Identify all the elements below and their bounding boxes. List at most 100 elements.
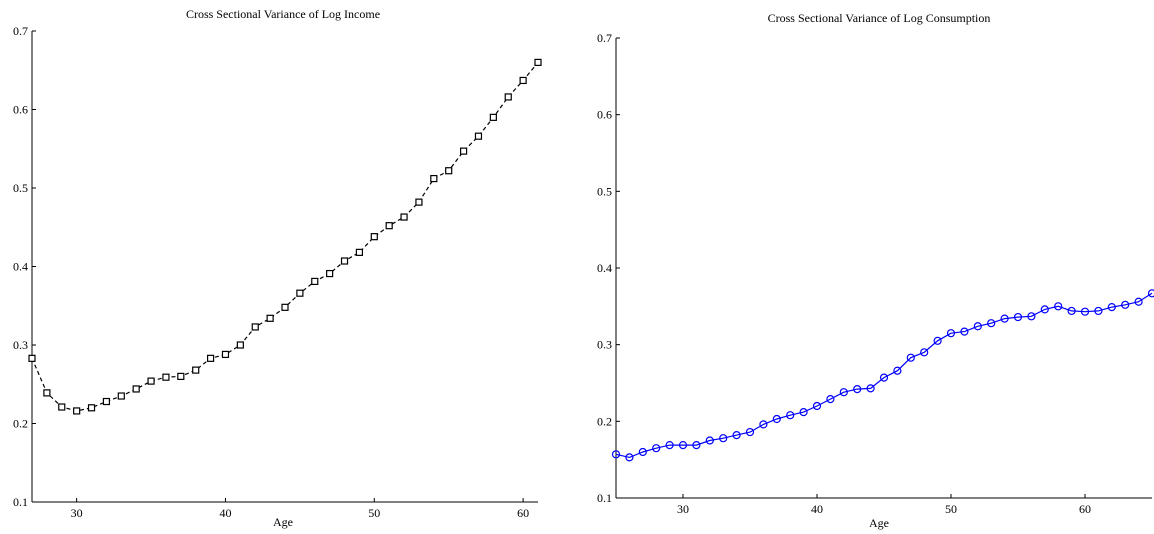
x-tick-label: 60 — [1079, 502, 1091, 516]
data-point — [132, 385, 140, 393]
series — [28, 58, 542, 415]
chart-title: Cross Sectional Variance of Log Income — [186, 7, 380, 21]
x-axis-label: Age — [869, 516, 889, 530]
data-point — [340, 257, 349, 265]
data-point — [1094, 306, 1103, 316]
data-point — [73, 407, 81, 415]
data-point — [489, 113, 497, 121]
data-point — [973, 322, 982, 331]
data-point — [474, 132, 483, 140]
data-point — [504, 93, 512, 101]
data-point — [759, 420, 768, 429]
y-tick-label: 0.3 — [13, 338, 28, 352]
y-tick-label: 0.2 — [13, 417, 28, 431]
data-point — [826, 395, 835, 404]
data-point — [177, 372, 185, 380]
data-point — [678, 441, 688, 450]
x-tick-label: 30 — [677, 502, 689, 516]
data-point — [893, 366, 902, 375]
data-point — [1067, 306, 1076, 316]
ticks: 0.1 0.2 0.3 0.4 0.5 0.6 0.7 30 40 50 60 — [13, 24, 529, 520]
data-point — [1147, 289, 1154, 298]
data-point — [206, 354, 215, 362]
data-point — [732, 431, 741, 440]
data-point — [251, 323, 259, 331]
x-tick-label: 40 — [811, 502, 823, 516]
data-point — [58, 403, 66, 411]
data-point — [879, 373, 889, 382]
x-tick-label: 30 — [71, 506, 83, 520]
data-point — [162, 373, 170, 381]
x-tick-label: 40 — [219, 506, 231, 520]
y-tick-label: 0.4 — [597, 261, 612, 275]
data-point — [1080, 307, 1090, 316]
data-point — [400, 213, 408, 221]
x-tick-label: 50 — [368, 506, 380, 520]
data-point — [385, 222, 393, 230]
data-point — [445, 167, 453, 175]
data-point — [1134, 297, 1143, 306]
series — [611, 289, 1154, 462]
x-tick-label: 60 — [517, 506, 529, 520]
series-line — [615, 292, 1153, 459]
y-tick-label: 0.1 — [597, 491, 612, 505]
y-tick-label: 0.2 — [597, 414, 612, 428]
x-tick-label: 50 — [945, 502, 957, 516]
data-point — [652, 444, 661, 453]
data-point — [370, 233, 378, 241]
data-point — [281, 303, 289, 311]
data-point — [692, 441, 701, 450]
consumption-variance-chart: Cross Sectional Variance of Log Consumpt… — [597, 11, 1154, 530]
data-point — [147, 377, 155, 385]
data-point — [799, 408, 808, 417]
data-point — [1121, 300, 1130, 309]
data-point — [638, 447, 647, 457]
ticks: 0.1 0.2 0.3 0.4 0.5 0.6 0.7 30 40 50 60 — [597, 31, 1091, 516]
data-point — [933, 336, 942, 345]
axes — [615, 38, 1152, 499]
data-point — [236, 341, 244, 349]
data-point — [1040, 305, 1049, 314]
y-tick-label: 0.7 — [13, 24, 28, 38]
data-point — [534, 58, 542, 67]
x-axis-label: Age — [273, 515, 293, 529]
data-point — [87, 404, 96, 412]
data-point — [1027, 312, 1036, 321]
data-point — [221, 350, 230, 359]
data-point — [459, 147, 468, 155]
data-point — [705, 436, 714, 445]
data-point — [1107, 303, 1116, 312]
data-point — [1000, 314, 1009, 323]
data-point — [665, 441, 674, 450]
y-tick-label: 0.6 — [597, 108, 612, 122]
data-point — [311, 277, 319, 286]
data-point — [102, 397, 111, 406]
data-point — [266, 314, 274, 322]
data-point — [839, 388, 848, 397]
data-point — [611, 450, 621, 459]
data-point — [43, 389, 51, 397]
data-point — [745, 427, 755, 437]
data-point — [920, 348, 929, 357]
data-point — [326, 269, 334, 278]
data-point — [719, 434, 728, 443]
y-tick-label: 0.5 — [13, 181, 28, 195]
data-point — [296, 289, 304, 297]
data-point — [519, 76, 527, 85]
chart-title: Cross Sectional Variance of Log Consumpt… — [768, 11, 991, 25]
data-point — [415, 198, 423, 206]
y-tick-label: 0.7 — [597, 31, 612, 45]
data-point — [117, 392, 125, 400]
data-point — [960, 327, 969, 336]
data-point — [812, 401, 822, 411]
data-point — [28, 354, 36, 362]
data-point — [355, 248, 364, 256]
y-tick-label: 0.3 — [597, 338, 612, 352]
data-point — [430, 174, 438, 183]
data-point — [1013, 312, 1023, 322]
data-point — [786, 411, 795, 420]
income-variance-chart: Cross Sectional Variance of Log Income A… — [13, 7, 542, 529]
y-tick-label: 0.5 — [597, 184, 612, 198]
data-point — [625, 453, 634, 462]
